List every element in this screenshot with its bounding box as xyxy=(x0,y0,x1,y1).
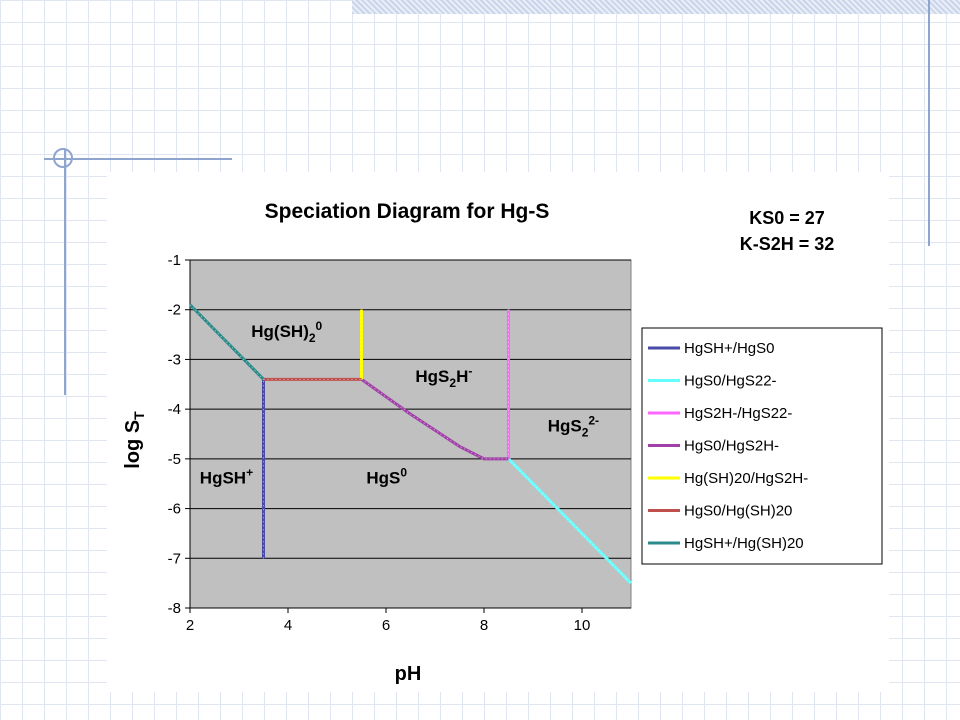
y-tick-label: -6 xyxy=(168,501,181,518)
chart-title: Speciation Diagram for Hg-S xyxy=(265,200,550,223)
y-tick-label: -1 xyxy=(168,252,181,269)
x-tick-label: 4 xyxy=(284,617,292,634)
x-tick-label: 6 xyxy=(382,617,390,634)
decorative-circle xyxy=(53,148,73,168)
legend-entry: HgS2H-/HgS22- xyxy=(684,405,792,422)
legend-entry: HgSH+/Hg(SH)20 xyxy=(684,535,804,552)
legend-entry: Hg(SH)20/HgS2H- xyxy=(684,470,808,487)
x-tick-label: 8 xyxy=(480,617,488,634)
legend-entry: HgSH+/HgS0 xyxy=(684,340,774,357)
series-lines xyxy=(188,303,633,585)
legend-entry: HgS0/HgS2H- xyxy=(684,438,779,455)
y-tick-label: -2 xyxy=(168,302,181,319)
legend: HgSH+/HgS0 HgS0/HgS22- HgS2H-/HgS22- HgS0/H… xyxy=(641,327,883,565)
legend-entry: HgS0/HgS22- xyxy=(684,373,777,390)
speciation-chart: -1 -2 -3 -4 -5 -6 -7 -8 2 4 6 8 10 Hg(SH)20 HgS2H- HgS… xyxy=(122,200,883,685)
decorative-horizontal-line xyxy=(44,158,232,160)
y-tick-label: -5 xyxy=(168,451,181,468)
decorative-right-line xyxy=(928,0,930,246)
region-label: HgS2H- xyxy=(415,364,472,390)
axes: -1 -2 -3 -4 -5 -6 -7 -8 2 4 6 8 10 xyxy=(168,252,631,634)
x-tick-label: 2 xyxy=(186,617,194,634)
x-axis-label: pH xyxy=(395,663,422,685)
chart-panel: -1 -2 -3 -4 -5 -6 -7 -8 2 4 6 8 10 Hg(SH)20 HgS2H- HgS… xyxy=(107,172,889,692)
constant-ks2h: K-S2H = 32 xyxy=(740,234,835,254)
y-axis-label: log ST xyxy=(122,411,147,469)
y-tick-label: -7 xyxy=(168,550,181,567)
region-labels: Hg(SH)20 HgS2H- HgS22- HgSH+ HgS0 xyxy=(200,319,599,488)
series-line-texture xyxy=(361,378,509,460)
region-label: HgSH+ xyxy=(200,466,253,488)
y-tick-label: -8 xyxy=(168,600,181,617)
region-label: Hg(SH)20 xyxy=(251,319,322,345)
y-tick-label: -3 xyxy=(168,351,181,368)
series-line xyxy=(507,457,633,585)
region-label: HgS0 xyxy=(366,466,407,488)
series-line-texture xyxy=(189,304,264,380)
x-tick-label: 10 xyxy=(574,617,591,634)
y-tick-label: -4 xyxy=(168,401,181,418)
constant-ks0: KS0 = 27 xyxy=(749,208,825,228)
legend-box xyxy=(641,327,883,565)
legend-entry: HgS0/Hg(SH)20 xyxy=(684,503,792,520)
decorative-left-line xyxy=(64,150,66,395)
region-label: HgS22- xyxy=(548,414,599,440)
decorative-top-band xyxy=(352,0,960,14)
